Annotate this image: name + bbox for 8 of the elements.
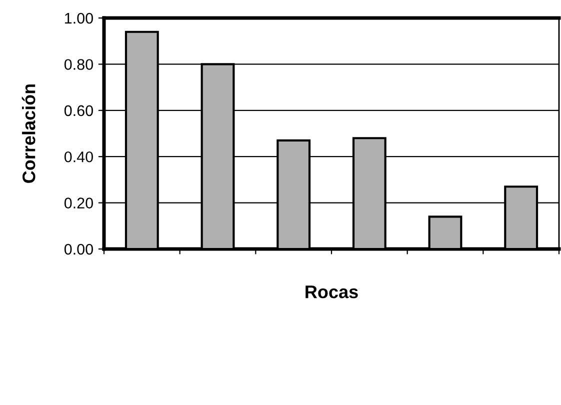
y-axis-title: Correlación	[22, 84, 36, 183]
y-tick-label: 0.00	[64, 244, 93, 255]
x-axis-title: Rocas	[306, 286, 358, 298]
y-tick-label: 0.80	[64, 59, 93, 70]
y-tick-label: 0.40	[64, 151, 93, 162]
y-tick-label: 0.60	[64, 105, 93, 116]
y-tick-label: 1.00	[65, 12, 93, 24]
y-tick-label: 0.20	[64, 198, 93, 208]
